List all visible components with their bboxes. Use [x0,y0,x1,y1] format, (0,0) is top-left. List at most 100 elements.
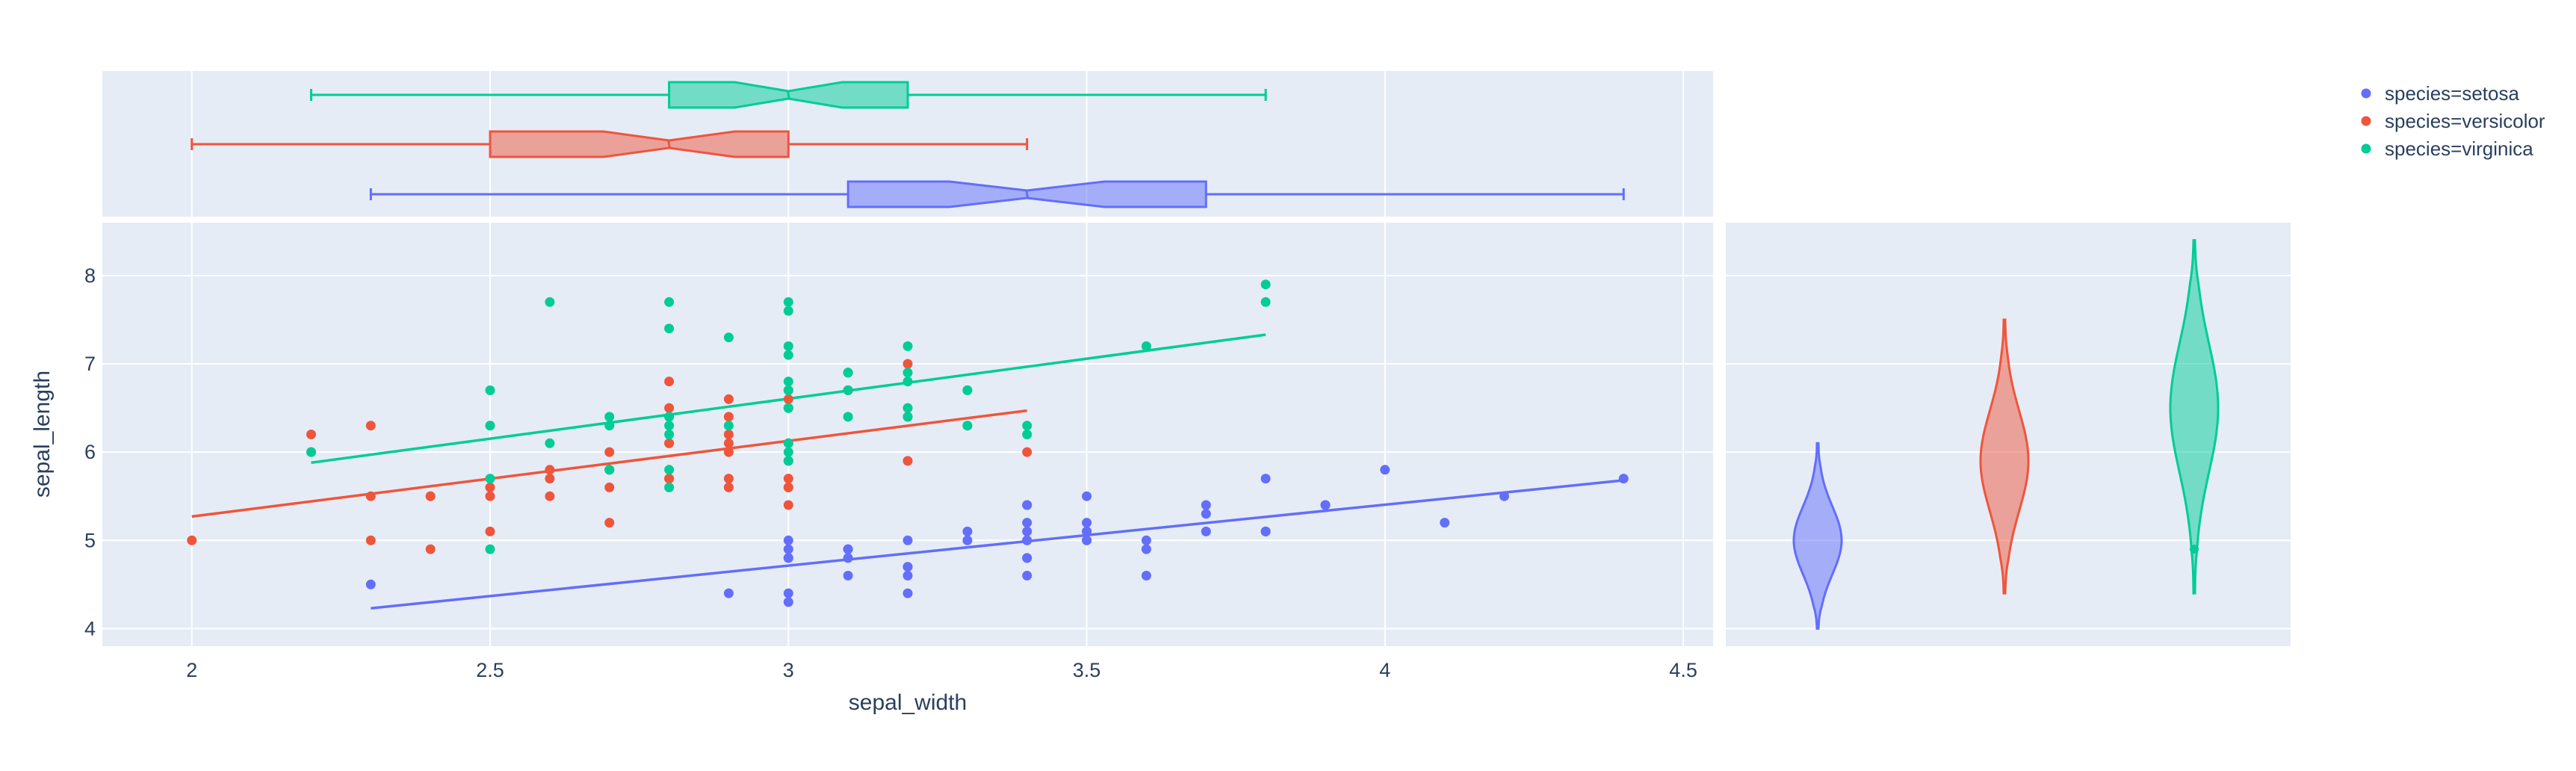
scatter-point [604,518,615,528]
scatter-point [1380,465,1390,475]
scatter-point [545,465,555,475]
scatter-point [843,385,853,395]
scatter-point [664,377,675,387]
scatter-point [1082,491,1092,501]
legend-marker [2361,143,2371,154]
scatter-point [187,535,197,545]
scatter-point [1022,421,1032,431]
scatter-point [902,403,913,413]
box-median [667,140,672,149]
scatter-point [1022,430,1032,439]
scatter-point [962,385,973,395]
scatter-point [485,526,495,536]
legend-item-2[interactable]: species=virginica [2361,137,2534,160]
box-plot-0 [369,180,1625,208]
scatter-point [485,474,495,484]
scatter-point [1141,544,1151,554]
scatter-point [1260,474,1271,484]
scatter-point [902,341,913,351]
trendline-0 [371,479,1624,610]
legend-label: species=setosa [2385,82,2519,105]
scatter-point [783,306,793,316]
scatter-point [365,491,376,501]
scatter-point [723,588,734,598]
scatter-point [783,456,793,466]
scatter-point [783,500,793,510]
scatter-point [843,571,853,580]
scatter-point [723,421,734,431]
y-axis-title: sepal_length [30,371,55,498]
legend-item-0[interactable]: species=setosa [2361,82,2520,105]
scatter-point [902,571,913,580]
scatter-point [664,474,675,484]
scatter-point [545,474,555,484]
x-tick-label: 2 [186,659,197,681]
violin-2 [2169,239,2220,595]
y-tick-label: 5 [84,529,96,551]
scatter-point [365,579,376,589]
box-median [1025,190,1030,199]
legend[interactable]: species=setosa species=versicolor species=… [2361,82,2545,160]
scatter-point [1440,518,1450,528]
scatter-point [783,438,793,448]
scatter-point [962,535,973,545]
scatter-point [485,544,495,554]
scatter-point [485,421,495,431]
scatter-point [664,438,675,448]
scatter-point [664,465,675,475]
scatter-point [723,474,734,484]
scatter-point [783,553,793,563]
scatter-point [1499,491,1509,501]
scatter-point [902,412,913,422]
x-tick-label: 4.5 [1669,659,1697,681]
scatter-point [1320,500,1331,510]
scatter-point [664,412,675,422]
legend-marker [2361,88,2371,99]
scatter-point [783,385,793,395]
x-axis-title: sepal_width [849,690,967,715]
scatter-point [545,438,555,448]
violin-1 [1979,318,2030,595]
scatter-point [1201,500,1211,510]
scatter-point [365,535,376,545]
scatter-point [1022,518,1032,528]
scatter-point [783,535,793,545]
marginal-box-plots [191,81,1625,208]
scatter-point [425,491,436,501]
y-tick-label: 8 [84,264,96,287]
scatter-point [783,482,793,492]
scatter-point [723,394,734,404]
scatter-point [1260,297,1271,307]
scatter-point [604,447,615,457]
scatter-point [664,297,675,307]
box-plot-2 [309,81,1267,109]
scatter-point [664,323,675,334]
scatter-point [425,544,436,554]
scatter-point [664,430,675,439]
x-tick-label: 4 [1379,659,1390,681]
y-tick-label: 7 [84,353,96,375]
y-tick-label: 4 [84,617,96,640]
box-median [786,90,790,99]
scatter-point [365,421,376,431]
main-scatter-panel [102,223,1713,646]
scatter-points [187,279,1629,607]
scatter-point [1141,341,1151,351]
scatter-point [306,447,316,457]
scatter-point [1260,526,1271,536]
legend-item-1[interactable]: species=versicolor [2361,110,2545,132]
violin-0 [1792,442,1843,630]
scatter-point [485,482,495,492]
scatter-point [843,412,853,422]
scatter-point [1022,535,1032,545]
scatter-point [1082,526,1092,536]
scatter-point [723,447,734,457]
scatter-point [843,544,853,554]
marginal-violin-plots [1792,239,2220,630]
scatter-point [783,403,793,413]
scatter-point [1141,535,1151,545]
scatter-point [1618,474,1629,484]
scatter-point [723,482,734,492]
x-tick-label: 3 [783,659,794,681]
